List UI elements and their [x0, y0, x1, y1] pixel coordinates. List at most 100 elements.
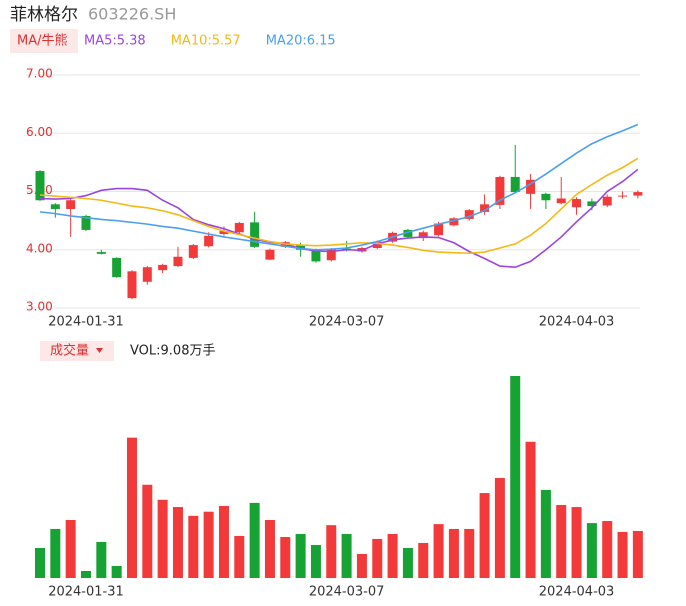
x-tick-label: 2024-04-03: [539, 585, 615, 600]
volume-bar: [540, 489, 551, 578]
volume-bar: [494, 478, 505, 578]
candle-body: [510, 176, 520, 193]
volume-bar: [433, 524, 444, 578]
candle-body: [112, 257, 122, 278]
x-tick-label: 2024-01-31: [48, 315, 124, 330]
candle-body: [587, 201, 597, 207]
ma-line: [39, 157, 639, 255]
volume-bar: [372, 538, 383, 578]
candle-body: [173, 256, 183, 267]
y-tick-label: 3.00: [26, 300, 53, 314]
volume-bar: [632, 530, 643, 578]
volume-bar: [80, 571, 91, 578]
volume-bar: [126, 437, 137, 578]
volume-bar: [35, 547, 45, 578]
volume-bar: [111, 565, 122, 578]
volume-bar: [280, 536, 291, 578]
candle-body: [250, 222, 260, 247]
candle-body: [127, 271, 137, 299]
volume-bar: [617, 531, 628, 578]
mode-button[interactable]: MA/牛熊: [17, 33, 68, 49]
volume-button-bg[interactable]: [40, 341, 114, 361]
volume-bar: [341, 533, 352, 578]
volume-bar: [464, 528, 475, 578]
candle-body: [556, 198, 566, 204]
candle-body: [81, 215, 91, 230]
y-tick-label: 4.00: [26, 241, 53, 255]
legend-entry: MA10:5.57: [171, 34, 241, 49]
candle-body: [296, 245, 306, 250]
candle-body: [418, 232, 428, 239]
candle-body: [96, 252, 106, 254]
y-tick-label: 6.00: [26, 125, 53, 139]
volume-bar: [556, 504, 567, 578]
candle-body: [372, 241, 382, 249]
legend-entry: MA5:5.38: [84, 34, 146, 49]
stock-code: 603226.SH: [88, 5, 176, 24]
candle-body: [495, 176, 505, 205]
candle-body: [66, 200, 76, 209]
volume-bar: [402, 547, 413, 578]
candle-body: [464, 210, 474, 219]
volume-bar: [418, 542, 429, 578]
candle-body: [142, 267, 152, 282]
mode-button-bg[interactable]: [10, 29, 78, 53]
candle-body: [204, 235, 214, 247]
volume-bar: [234, 535, 245, 578]
dropdown-arrow[interactable]: [96, 348, 103, 353]
stock-name: 菲林格尔: [10, 5, 78, 25]
volume-button[interactable]: 成交量: [50, 343, 89, 359]
candle-body: [633, 192, 643, 196]
x-tick-label: 2024-03-07: [309, 585, 385, 600]
volume-bar: [602, 521, 613, 578]
volume-bar: [295, 533, 306, 578]
candle-body: [480, 204, 490, 212]
volume-bar: [571, 507, 582, 578]
candle-body: [526, 179, 536, 194]
candle-body: [311, 250, 321, 262]
candle-body: [403, 229, 413, 237]
candle-body: [541, 193, 551, 201]
candle-body: [234, 222, 244, 233]
volume-bar: [249, 502, 260, 578]
candle-body: [326, 249, 336, 261]
volume-bar: [264, 519, 275, 578]
candle-body: [602, 196, 612, 206]
volume-bar: [172, 507, 183, 578]
volume-bar: [448, 528, 459, 578]
volume-bar: [157, 499, 168, 578]
volume-bar: [356, 553, 367, 578]
volume-bar: [218, 506, 229, 578]
y-tick-label: 7.00: [26, 67, 53, 81]
candle-body: [188, 245, 198, 258]
volume-bar: [203, 511, 214, 578]
candle-body: [50, 204, 60, 209]
candle-body: [572, 199, 582, 208]
x-tick-label: 2024-03-07: [309, 315, 385, 330]
legend-entry: MA20:6.15: [266, 34, 336, 49]
volume-bar: [510, 376, 521, 578]
volume-bar: [310, 544, 321, 578]
volume-bar: [586, 523, 597, 578]
candle-body: [434, 223, 444, 236]
ma-line: [39, 123, 639, 251]
volume-bar: [50, 528, 61, 578]
candle-body: [35, 171, 45, 201]
volume-bar: [479, 493, 490, 578]
volume-bar: [142, 484, 153, 578]
candle-body: [449, 218, 459, 226]
candle-body: [219, 231, 229, 235]
volume-label: VOL:9.08万手: [130, 344, 215, 359]
candle-body: [158, 264, 168, 271]
x-tick-label: 2024-01-31: [48, 585, 124, 600]
volume-bar: [326, 525, 337, 578]
volume-bar: [525, 441, 536, 578]
candle-body: [618, 195, 628, 197]
ma-line: [39, 168, 639, 269]
volume-bar: [65, 519, 76, 578]
volume-bar: [188, 515, 199, 578]
volume-bar: [96, 541, 107, 578]
x-tick-label: 2024-04-03: [539, 315, 615, 330]
volume-bar: [387, 533, 398, 578]
